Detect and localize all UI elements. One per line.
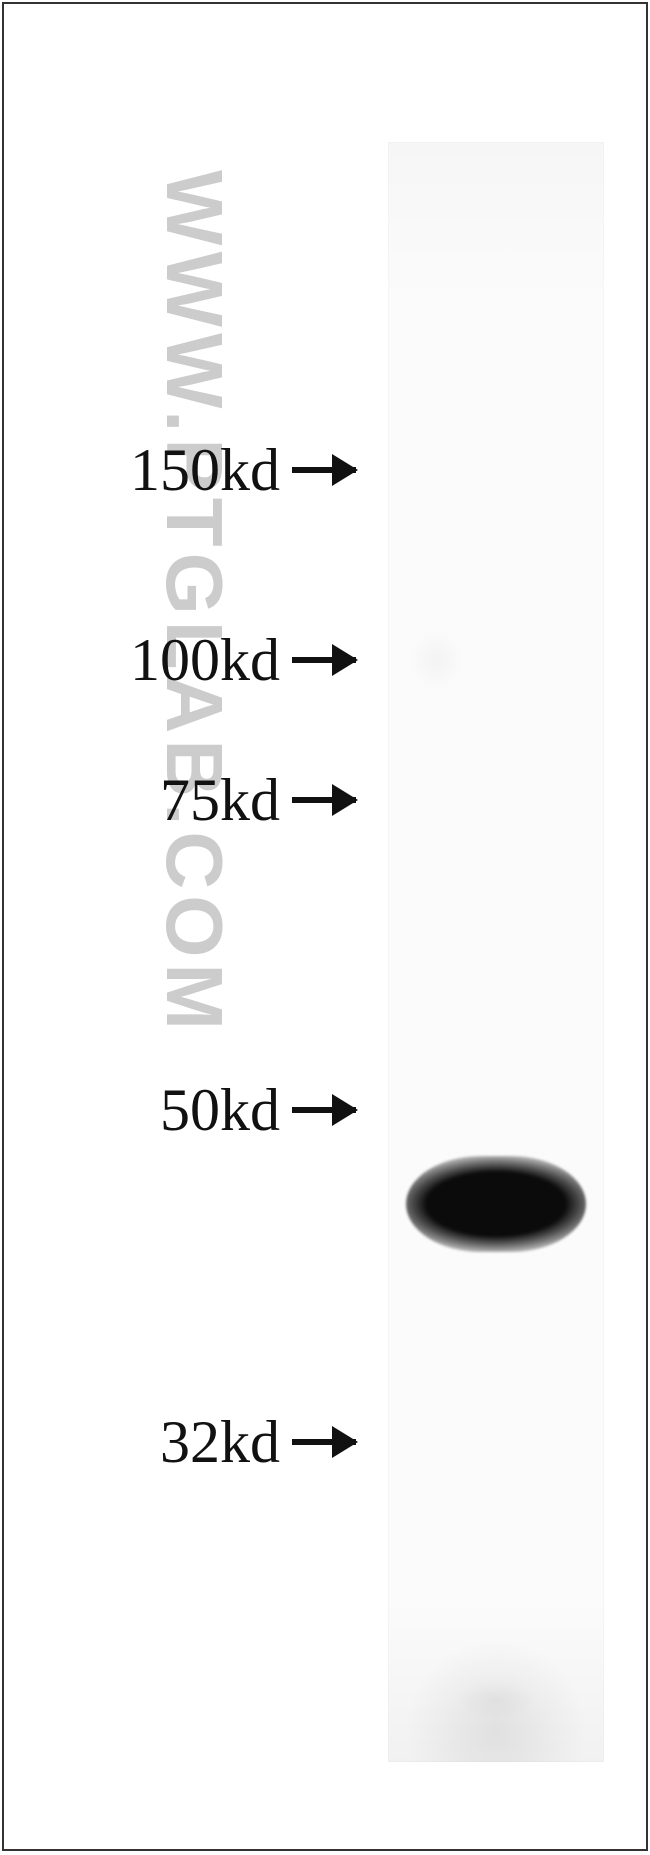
blot-lane	[388, 142, 604, 1762]
mw-label: 100kd	[0, 630, 280, 690]
mw-label: 32kd	[0, 1412, 280, 1472]
mw-marker: 50kd	[0, 1080, 356, 1140]
mw-marker: 75kd	[0, 770, 356, 830]
arrow-right-icon	[292, 1107, 356, 1113]
arrow-right-icon	[292, 657, 356, 663]
mw-marker: 100kd	[0, 630, 356, 690]
mw-marker: 150kd	[0, 440, 356, 500]
mw-label: 50kd	[0, 1080, 280, 1140]
arrow-right-icon	[292, 1439, 356, 1445]
mw-label: 150kd	[0, 440, 280, 500]
mw-label: 75kd	[0, 770, 280, 830]
arrow-right-icon	[292, 797, 356, 803]
band-main-band	[406, 1156, 586, 1252]
smudge-faint-bottom	[451, 1675, 541, 1725]
mw-marker: 32kd	[0, 1412, 356, 1472]
smudge-faint-100kd	[406, 620, 466, 700]
arrow-right-icon	[292, 467, 356, 473]
